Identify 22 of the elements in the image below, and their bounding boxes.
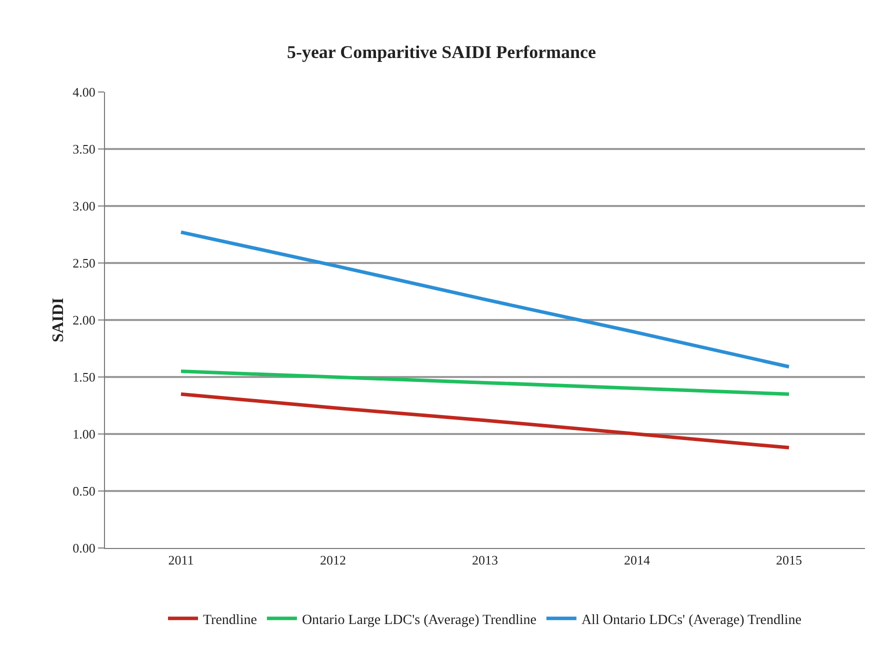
legend-label: Trendline	[203, 612, 257, 628]
legend-label: Ontario Large LDC's (Average) Trendline	[302, 612, 536, 628]
x-tick-label: 2013	[472, 552, 498, 568]
x-tick-label: 2012	[320, 552, 346, 568]
line-series	[179, 392, 791, 450]
y-tick-label: 4.00	[72, 84, 96, 100]
x-tick-label: 2014	[624, 552, 650, 568]
y-tick-label: 1.50	[72, 370, 96, 385]
y-tick-label: 3.50	[72, 142, 96, 157]
line-series	[179, 230, 791, 368]
y-tick-label: 2.50	[72, 256, 96, 271]
legend-label: All Ontario LDCs' (Average) Trendline	[581, 612, 802, 628]
y-tick-label: 0.00	[72, 540, 96, 556]
y-tick-label: 3.00	[72, 198, 96, 214]
x-tick-label: 2011	[168, 552, 194, 568]
y-axis-title: SAIDI	[50, 298, 67, 342]
y-tick-label: 0.50	[72, 484, 96, 499]
x-tick-label: 2015	[776, 552, 802, 568]
line-series	[179, 370, 791, 396]
y-tick-label: 1.00	[72, 426, 96, 442]
chart-title: 5-year Comparitive SAIDI Performance	[286, 42, 596, 62]
y-tick-label: 2.00	[72, 312, 96, 328]
